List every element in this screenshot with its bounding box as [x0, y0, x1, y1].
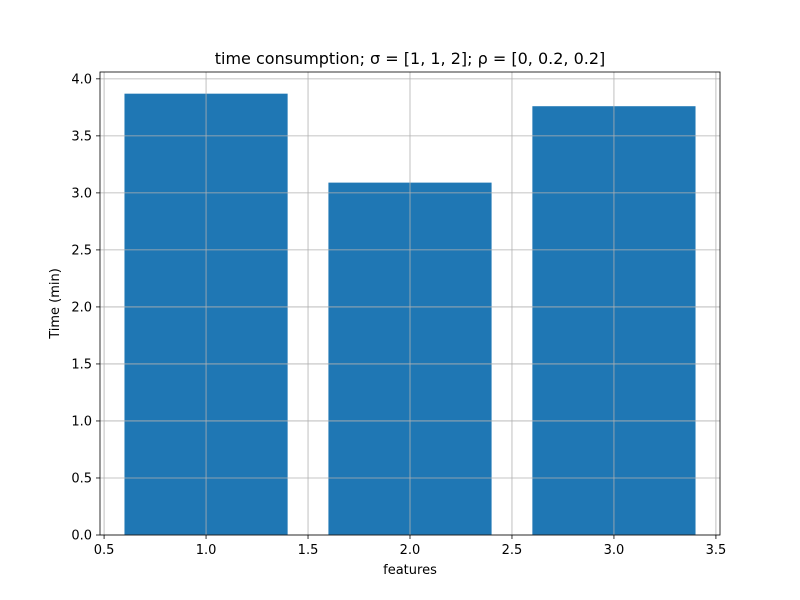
y-tick-label-5: 2.5 — [71, 243, 92, 258]
x-tick-label-5: 3.0 — [604, 543, 625, 558]
y-tick-label-1: 0.5 — [71, 471, 92, 486]
x-tick-label-4: 2.5 — [502, 543, 523, 558]
y-tick-label-2: 1.0 — [71, 414, 92, 429]
y-tick-label-0: 0.0 — [71, 529, 92, 544]
y-tick-label-7: 3.5 — [71, 129, 92, 144]
x-tick-label-1: 1.0 — [196, 543, 217, 558]
x-tick-label-2: 1.5 — [298, 543, 319, 558]
ticks-layer: 0.5 1.0 1.5 2.0 2.5 3.0 3.50.00.51.01.52.02.53… — [71, 72, 726, 558]
y-tick-label-4: 2.0 — [71, 300, 92, 315]
x-tick-label-3: 2.0 — [400, 543, 421, 558]
y-tick-label-8: 4.0 — [71, 72, 92, 87]
y-tick-label-6: 3.0 — [71, 186, 92, 201]
y-tick-label-3: 1.5 — [71, 357, 92, 372]
chart-title: time consumption; σ = [1, 1, 2]; ρ = [0,… — [215, 49, 606, 68]
x-tick-label-0: 0.5 — [94, 543, 115, 558]
y-axis-label: Time (min) — [48, 268, 63, 340]
x-axis-label: features — [383, 563, 437, 578]
x-tick-label-6: 3.5 — [706, 543, 727, 558]
